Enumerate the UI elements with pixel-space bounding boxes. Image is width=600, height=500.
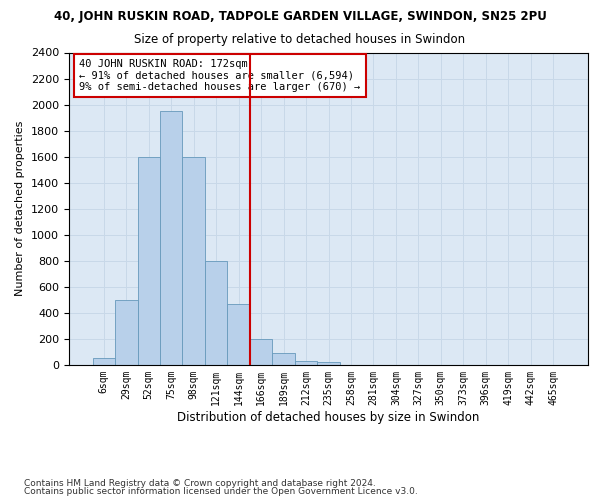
Bar (317, 362, 340, 365)
Bar (92, 358, 115, 365)
Bar (115, 300, 137, 365)
Text: 40, JOHN RUSKIN ROAD, TADPOLE GARDEN VILLAGE, SWINDON, SN25 2PU: 40, JOHN RUSKIN ROAD, TADPOLE GARDEN VIL… (53, 10, 547, 23)
Bar (227, 304, 250, 365)
Bar (182, 156, 205, 365)
Text: Contains public sector information licensed under the Open Government Licence v3: Contains public sector information licen… (24, 487, 418, 496)
Bar (250, 339, 272, 365)
Bar (160, 111, 182, 365)
Bar (295, 361, 317, 365)
Text: Contains HM Land Registry data © Crown copyright and database right 2024.: Contains HM Land Registry data © Crown c… (24, 478, 376, 488)
Bar (137, 156, 160, 365)
Y-axis label: Number of detached properties: Number of detached properties (16, 121, 25, 296)
Bar (272, 354, 295, 365)
Text: Size of property relative to detached houses in Swindon: Size of property relative to detached ho… (134, 32, 466, 46)
Text: 40 JOHN RUSKIN ROAD: 172sqm
← 91% of detached houses are smaller (6,594)
9% of s: 40 JOHN RUSKIN ROAD: 172sqm ← 91% of det… (79, 58, 361, 92)
X-axis label: Distribution of detached houses by size in Swindon: Distribution of detached houses by size … (178, 410, 479, 424)
Bar (205, 261, 227, 365)
